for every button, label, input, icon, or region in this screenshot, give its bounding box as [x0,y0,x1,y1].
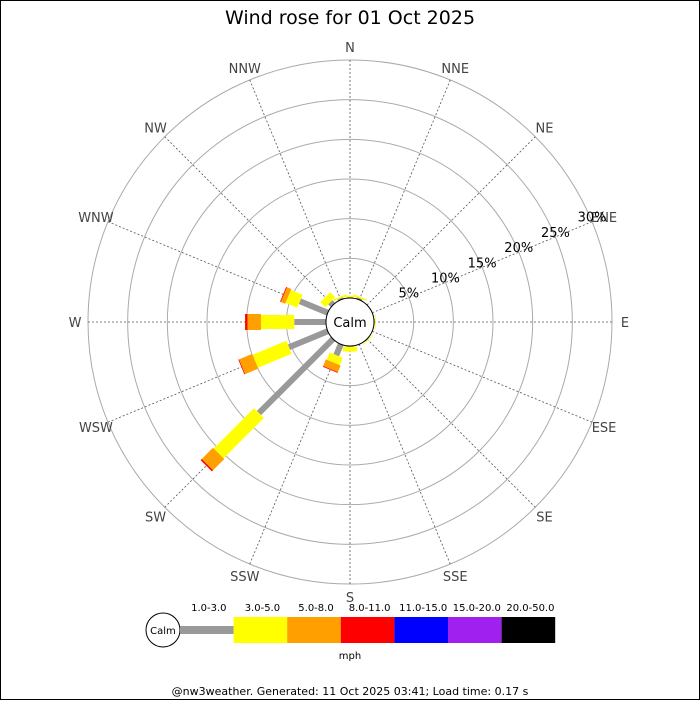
legend-label-5: 15.0-20.0 [453,603,501,614]
direction-label-sw: SW [145,510,166,525]
legend-swatch-4 [394,617,448,643]
direction-label-wnw: WNW [78,211,114,226]
direction-label-e: E [621,316,629,331]
chart-title: Wind rose for 01 Oct 2025 [225,7,475,29]
radial-tick-25pct: 25% [541,226,570,241]
direction-label-nnw: NNW [229,62,261,77]
direction-label-n: N [345,41,355,56]
radial-tick-10pct: 10% [431,271,460,286]
petal-wnw-bin-1 [288,296,300,301]
legend-label-6: 20.0-50.0 [506,603,554,614]
legend-swatch-2 [287,617,341,643]
calm-label: Calm [333,316,366,331]
petal-nne-bin-1 [360,297,361,298]
legend-swatch-3 [341,617,395,643]
legend-swatch-6 [502,617,556,643]
radial-tick-5pct: 5% [399,287,420,302]
legend-label-1: 3.0-5.0 [245,603,280,614]
petal-ssw-bin-1 [333,355,336,362]
petal-sw-bin-3 [206,465,207,466]
legend-calm-label: Calm [150,626,176,637]
footer-text: @nw3weather. Generated: 11 Oct 2025 03:4… [172,685,529,698]
legend-swatch-0 [180,626,234,634]
legend-label-3: 8.0-11.0 [349,603,391,614]
direction-label-wsw: WSW [79,421,113,436]
petal-nnw-bin-1 [340,297,341,298]
petal-sw-bin-2 [207,453,218,464]
legend-swatch-1 [234,617,288,643]
petal-se-bin-1 [368,340,369,341]
legend-unit-label: mph [339,651,361,662]
legend-label-0: 1.0-3.0 [191,603,226,614]
direction-label-nw: NW [144,122,167,137]
petal-ssw-bin-0 [336,344,341,355]
calm-circle: Calm [326,298,374,346]
direction-label-ese: ESE [592,421,617,436]
petal-wsw-bin-2 [242,361,255,366]
legend-swatch-5 [448,617,502,643]
legend-label-2: 5.0-8.0 [298,603,333,614]
radial-tick-30pct: 30% [578,211,607,226]
direction-label-nne: NNE [441,62,469,77]
direction-label-w: W [69,316,82,331]
direction-label-se: SE [536,510,552,525]
petal-ssw-bin-2 [330,362,333,369]
radial-tick-20pct: 20% [504,241,533,256]
legend-label-4: 11.0-15.0 [399,603,447,614]
direction-label-ne: NE [535,122,553,137]
direction-label-sse: SSE [443,570,468,585]
petal-wnw-bin-2 [284,295,288,297]
direction-label-ssw: SSW [230,570,260,585]
petal-nw-bin-0 [330,302,333,305]
radial-tick-15pct: 15% [468,256,497,271]
petal-nw-bin-1 [325,297,330,302]
